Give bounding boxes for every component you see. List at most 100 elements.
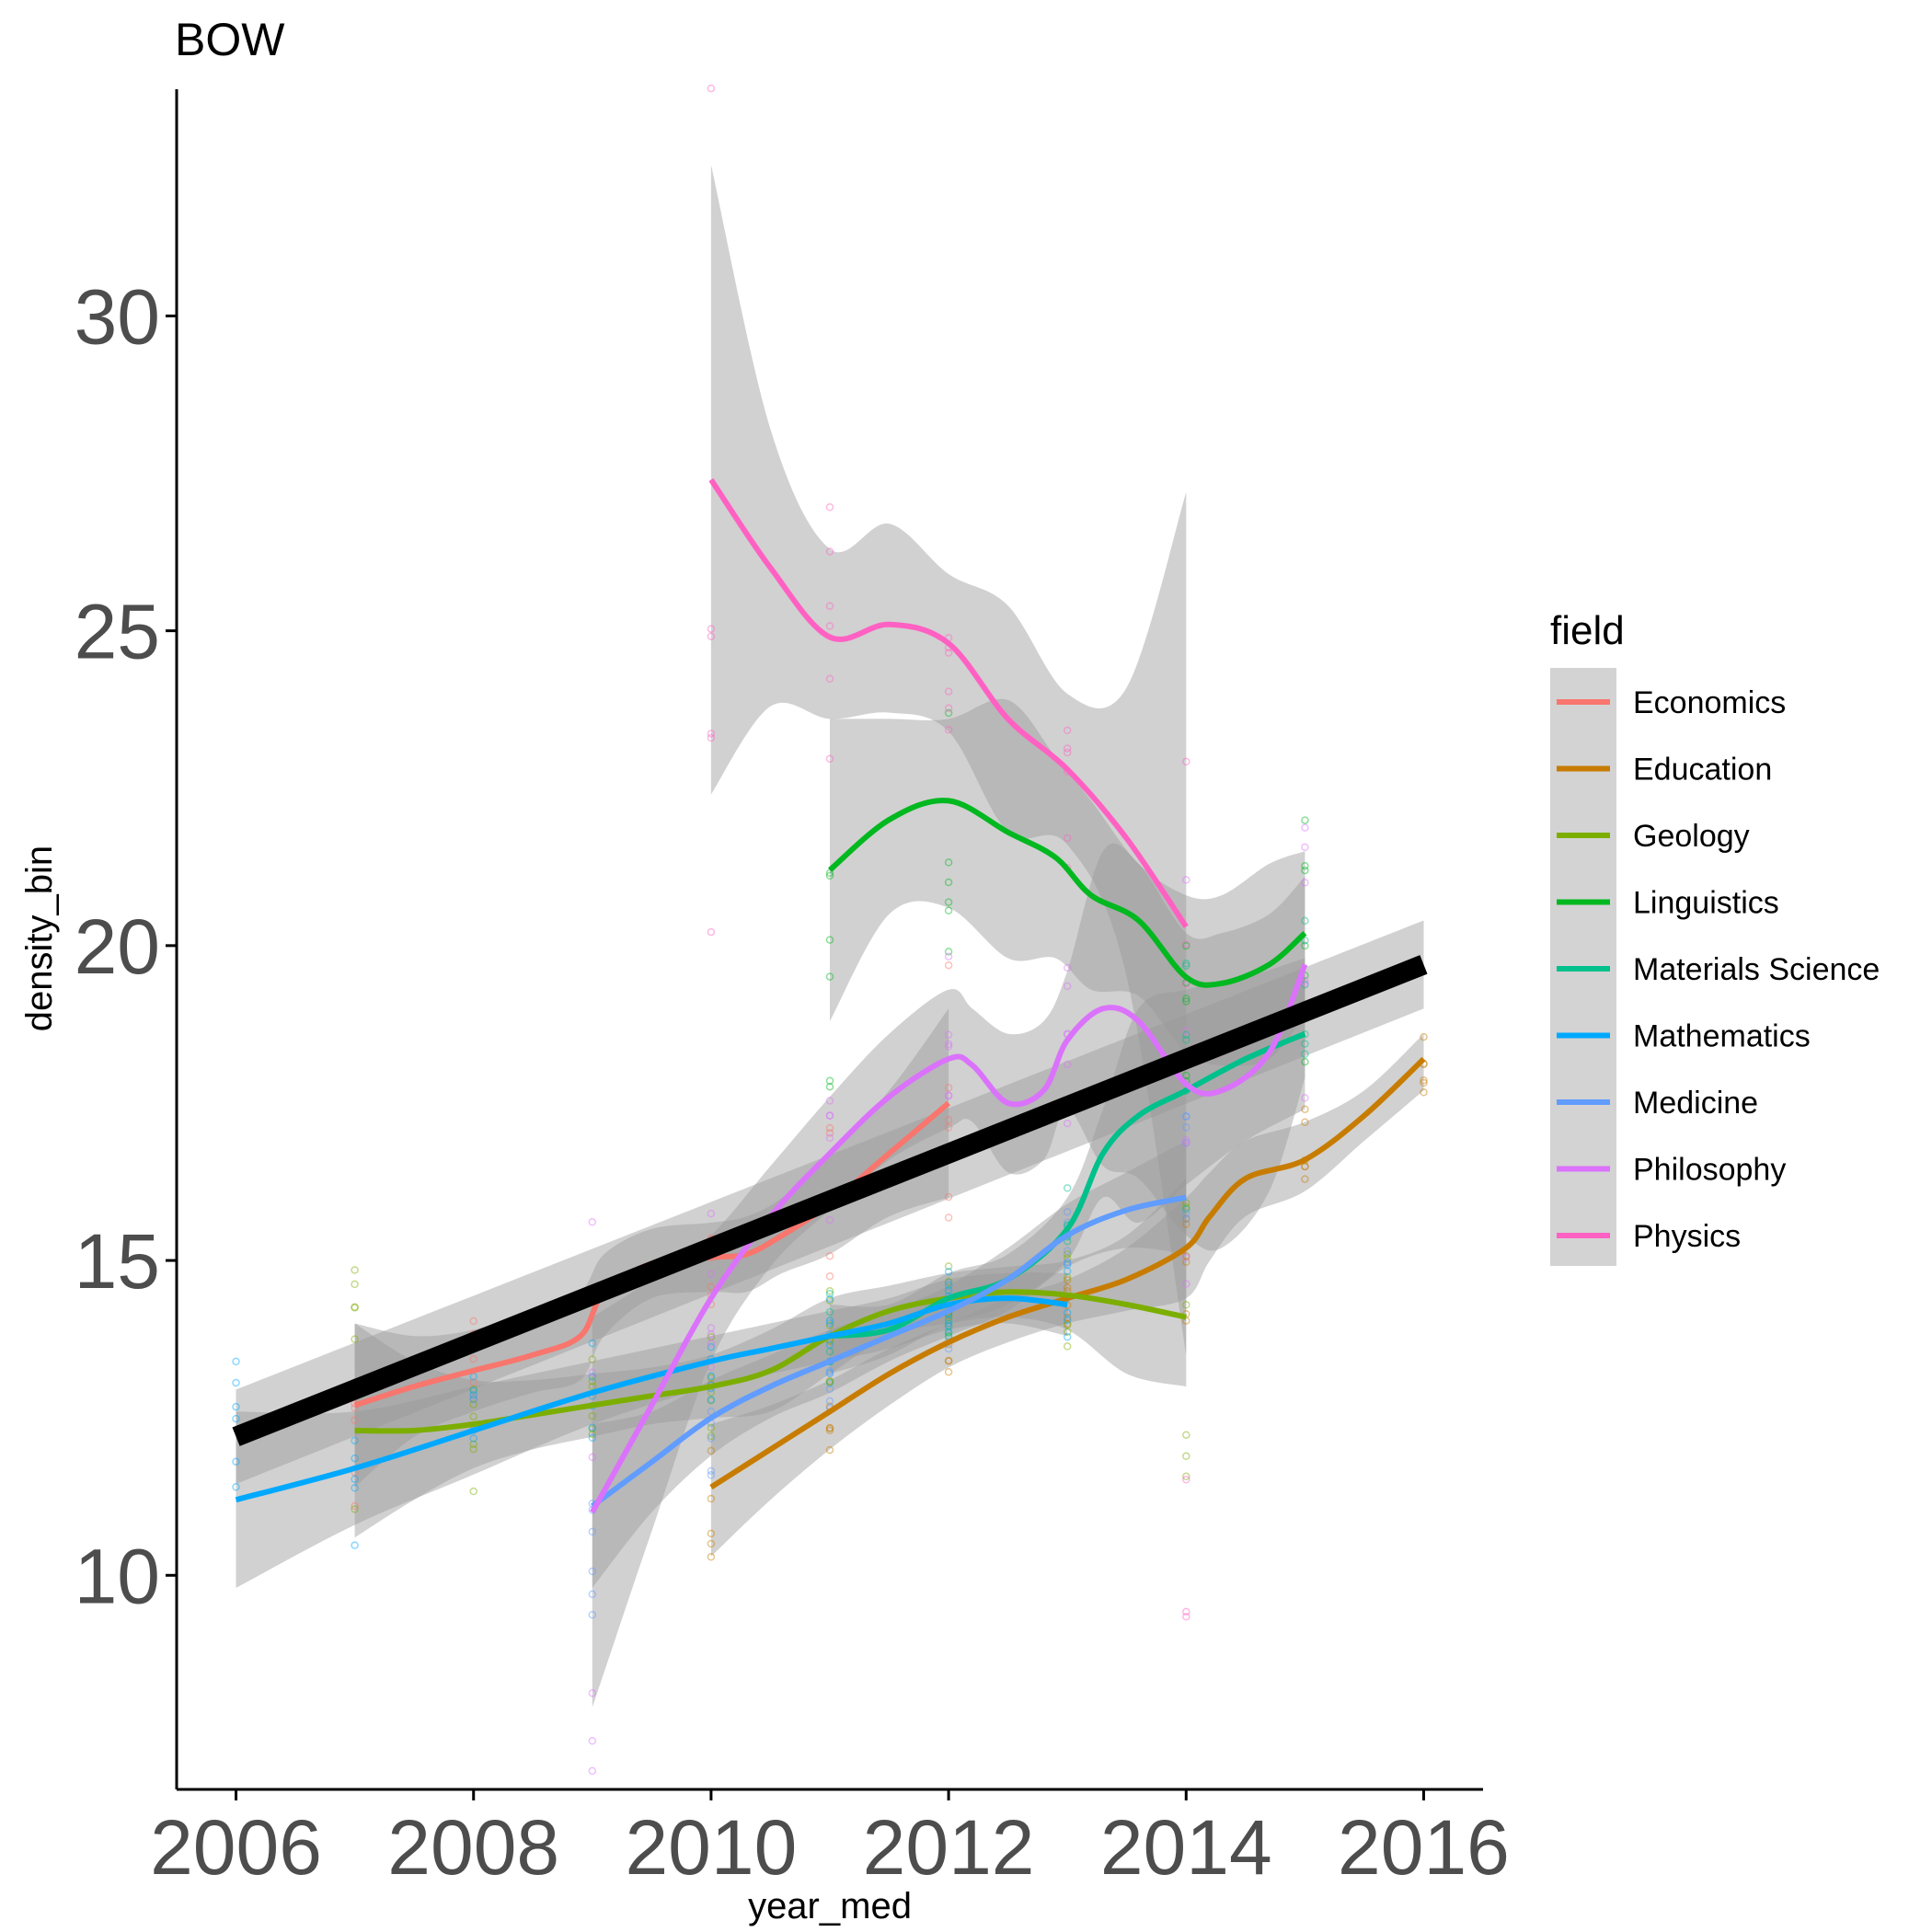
legend: field Economics Education Geology Linguisti…	[1550, 608, 1880, 1266]
point-medicine	[1182, 1209, 1190, 1218]
y-tick-label: 30	[75, 273, 160, 360]
point-philosophy	[944, 1042, 953, 1051]
point-geology	[469, 1400, 477, 1409]
point-education	[1420, 1076, 1428, 1085]
line-medicine	[591, 1194, 1187, 1509]
point-mathematics	[825, 1319, 834, 1328]
point-physics	[825, 622, 834, 630]
point-mathematics	[588, 1339, 597, 1348]
point-medicine	[944, 1278, 953, 1287]
legend-label-economics: Economics	[1633, 685, 1786, 720]
point-medicine	[588, 1590, 597, 1599]
point-philosophy	[1063, 1060, 1072, 1069]
point-linguistics	[944, 898, 953, 906]
point-geology	[1063, 1342, 1072, 1351]
point-philosophy	[944, 1040, 953, 1049]
point-geology	[944, 1262, 953, 1271]
legend-label-geology: Geology	[1633, 819, 1750, 854]
point-geology	[944, 1278, 953, 1287]
point-geology	[588, 1377, 597, 1386]
point-education	[707, 1446, 716, 1455]
y-axis-label: density_bin	[19, 845, 60, 1031]
point-education	[1063, 1283, 1072, 1292]
x-tick-label: 2006	[150, 1804, 322, 1891]
point-philosophy	[588, 1368, 597, 1377]
point-education	[1182, 1214, 1190, 1223]
point-philosophy	[1301, 1094, 1309, 1102]
point-mathematics	[351, 1475, 359, 1483]
point-physics	[944, 649, 953, 657]
point-materials-science	[825, 1307, 834, 1317]
point-philosophy	[588, 1689, 597, 1697]
point-physics	[1063, 834, 1072, 843]
point-mathematics	[1063, 1316, 1072, 1325]
point-geology	[1182, 1301, 1190, 1309]
point-philosophy	[944, 1030, 953, 1039]
point-mathematics	[707, 1372, 716, 1381]
point-geology	[351, 1303, 359, 1311]
point-materials-science	[1301, 981, 1309, 989]
point-medicine	[1063, 1247, 1072, 1255]
point-geology	[825, 1287, 834, 1295]
point-physics	[1182, 940, 1190, 949]
point-geology	[1063, 1249, 1072, 1259]
point-geology	[351, 1335, 359, 1343]
point-geology	[825, 1296, 834, 1305]
point-mathematics	[351, 1436, 359, 1445]
series-lines	[232, 477, 1428, 1514]
legend-label-physics: Physics	[1633, 1219, 1741, 1254]
point-linguistics	[944, 858, 953, 867]
point-geology	[1063, 1328, 1072, 1336]
point-physics	[944, 687, 953, 696]
point-medicine	[1182, 1112, 1190, 1121]
point-mathematics	[825, 1340, 834, 1350]
point-education	[1063, 1276, 1072, 1284]
point-philosophy	[588, 1218, 597, 1226]
point-geology	[588, 1430, 597, 1438]
point-mathematics	[469, 1386, 477, 1395]
point-mathematics	[944, 1281, 953, 1290]
point-physics	[707, 927, 716, 937]
point-education	[1182, 1258, 1190, 1267]
x-ticks: 2006 2008 2010 2012 2014 2016	[150, 1789, 1510, 1891]
point-geology	[588, 1382, 597, 1391]
point-materials-science	[1301, 916, 1309, 926]
legend-label-philosophy: Philosophy	[1633, 1153, 1786, 1188]
point-materials-science	[944, 1328, 953, 1338]
point-physics	[825, 674, 834, 684]
point-economics	[469, 1354, 477, 1363]
point-physics	[944, 726, 953, 734]
point-education	[707, 1553, 716, 1561]
point-linguistics	[944, 906, 953, 915]
point-philosophy	[944, 952, 953, 961]
point-medicine	[1063, 1207, 1072, 1216]
point-philosophy	[1182, 1280, 1190, 1288]
point-geology	[351, 1304, 359, 1312]
point-philosophy	[1301, 879, 1309, 887]
point-mathematics	[232, 1357, 240, 1366]
axes	[175, 89, 1483, 1791]
point-geology	[351, 1266, 359, 1274]
legend-label-mathematics: Mathematics	[1633, 1019, 1811, 1054]
point-mathematics	[944, 1322, 953, 1330]
point-geology	[1182, 1472, 1190, 1481]
point-philosophy	[825, 1111, 834, 1121]
point-linguistics	[1182, 997, 1190, 1006]
point-economics	[944, 1084, 953, 1092]
point-geology	[1182, 1202, 1190, 1212]
point-education	[825, 1426, 834, 1435]
point-medicine	[825, 1385, 834, 1394]
point-education	[825, 1423, 834, 1432]
point-geology	[707, 1432, 716, 1441]
point-linguistics	[825, 936, 834, 944]
point-geology	[351, 1505, 359, 1513]
point-philosophy	[1301, 843, 1309, 852]
point-medicine	[825, 1366, 834, 1375]
point-mathematics	[232, 1483, 240, 1491]
point-materials-science	[944, 1328, 953, 1336]
point-education	[1301, 1162, 1309, 1171]
point-education	[707, 1539, 716, 1548]
band-geology	[354, 1179, 1187, 1538]
point-geology	[825, 1321, 834, 1329]
point-linguistics	[1301, 861, 1309, 870]
